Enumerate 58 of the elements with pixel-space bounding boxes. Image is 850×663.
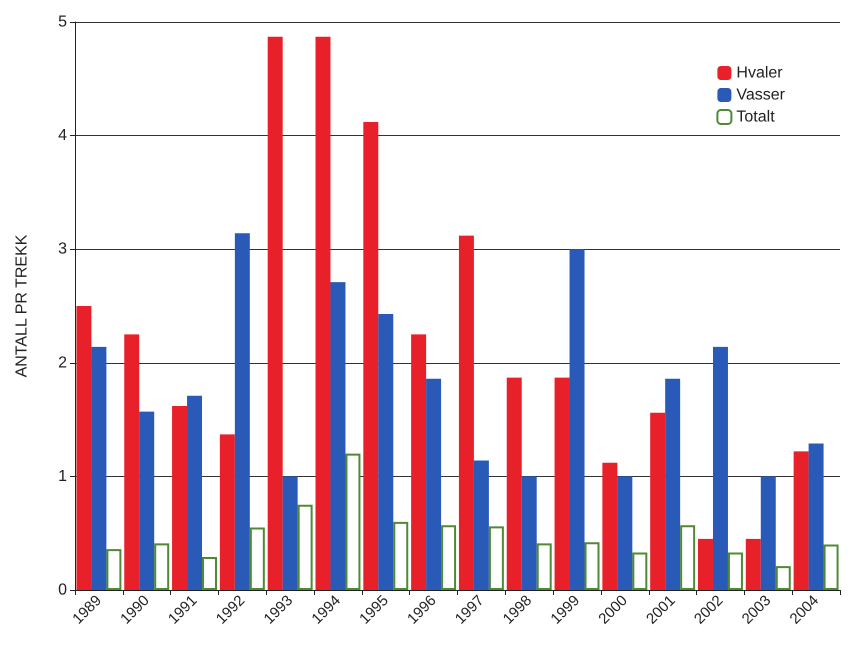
bar	[250, 528, 265, 590]
bar	[602, 462, 618, 590]
bar	[698, 538, 713, 590]
bar	[330, 282, 346, 590]
bar	[617, 476, 632, 590]
bar	[776, 566, 791, 590]
y-tick-label: 4	[58, 127, 68, 144]
bar	[187, 396, 202, 590]
bar	[794, 451, 809, 590]
bar	[570, 249, 585, 590]
bar	[363, 122, 378, 590]
bar	[76, 306, 92, 590]
bar	[760, 476, 776, 590]
legend-label: Hvaler	[736, 64, 784, 82]
bar	[536, 543, 552, 590]
bar	[234, 233, 250, 590]
bar	[680, 525, 696, 590]
bar	[315, 36, 330, 590]
bar	[441, 525, 456, 590]
bar	[345, 454, 360, 590]
bar	[584, 542, 600, 590]
bar	[124, 334, 140, 590]
bar	[393, 522, 408, 590]
y-tick-label: 0	[58, 582, 68, 598]
bar	[808, 443, 824, 590]
legend-label: Totalt	[736, 108, 776, 126]
bar	[506, 378, 522, 590]
bar	[411, 334, 426, 590]
bar	[488, 526, 504, 590]
bar	[522, 476, 537, 590]
bar	[172, 406, 188, 590]
bar	[728, 552, 743, 590]
bar	[268, 36, 283, 590]
bar	[712, 346, 728, 590]
bar	[746, 538, 761, 590]
bar	[106, 549, 122, 590]
bar	[474, 460, 489, 590]
bar	[554, 378, 570, 590]
bar	[824, 544, 839, 590]
y-tick-label: 5	[58, 14, 68, 30]
y-tick-label: 2	[58, 354, 68, 372]
bar	[154, 543, 170, 590]
bar	[378, 314, 394, 590]
legend-label: Vasser	[736, 86, 786, 104]
bar	[139, 412, 154, 590]
y-axis-title: ANTALL PR TREKK	[14, 234, 30, 378]
bar	[665, 378, 680, 590]
y-tick-label: 1	[58, 468, 68, 485]
bar	[298, 504, 313, 590]
bar	[458, 236, 474, 590]
bar	[632, 552, 648, 590]
bar	[202, 557, 218, 590]
bar	[220, 434, 235, 590]
bar	[91, 346, 106, 590]
bar	[426, 378, 442, 590]
bar	[282, 476, 298, 590]
bar	[650, 412, 666, 590]
y-tick-label: 3	[58, 240, 68, 258]
